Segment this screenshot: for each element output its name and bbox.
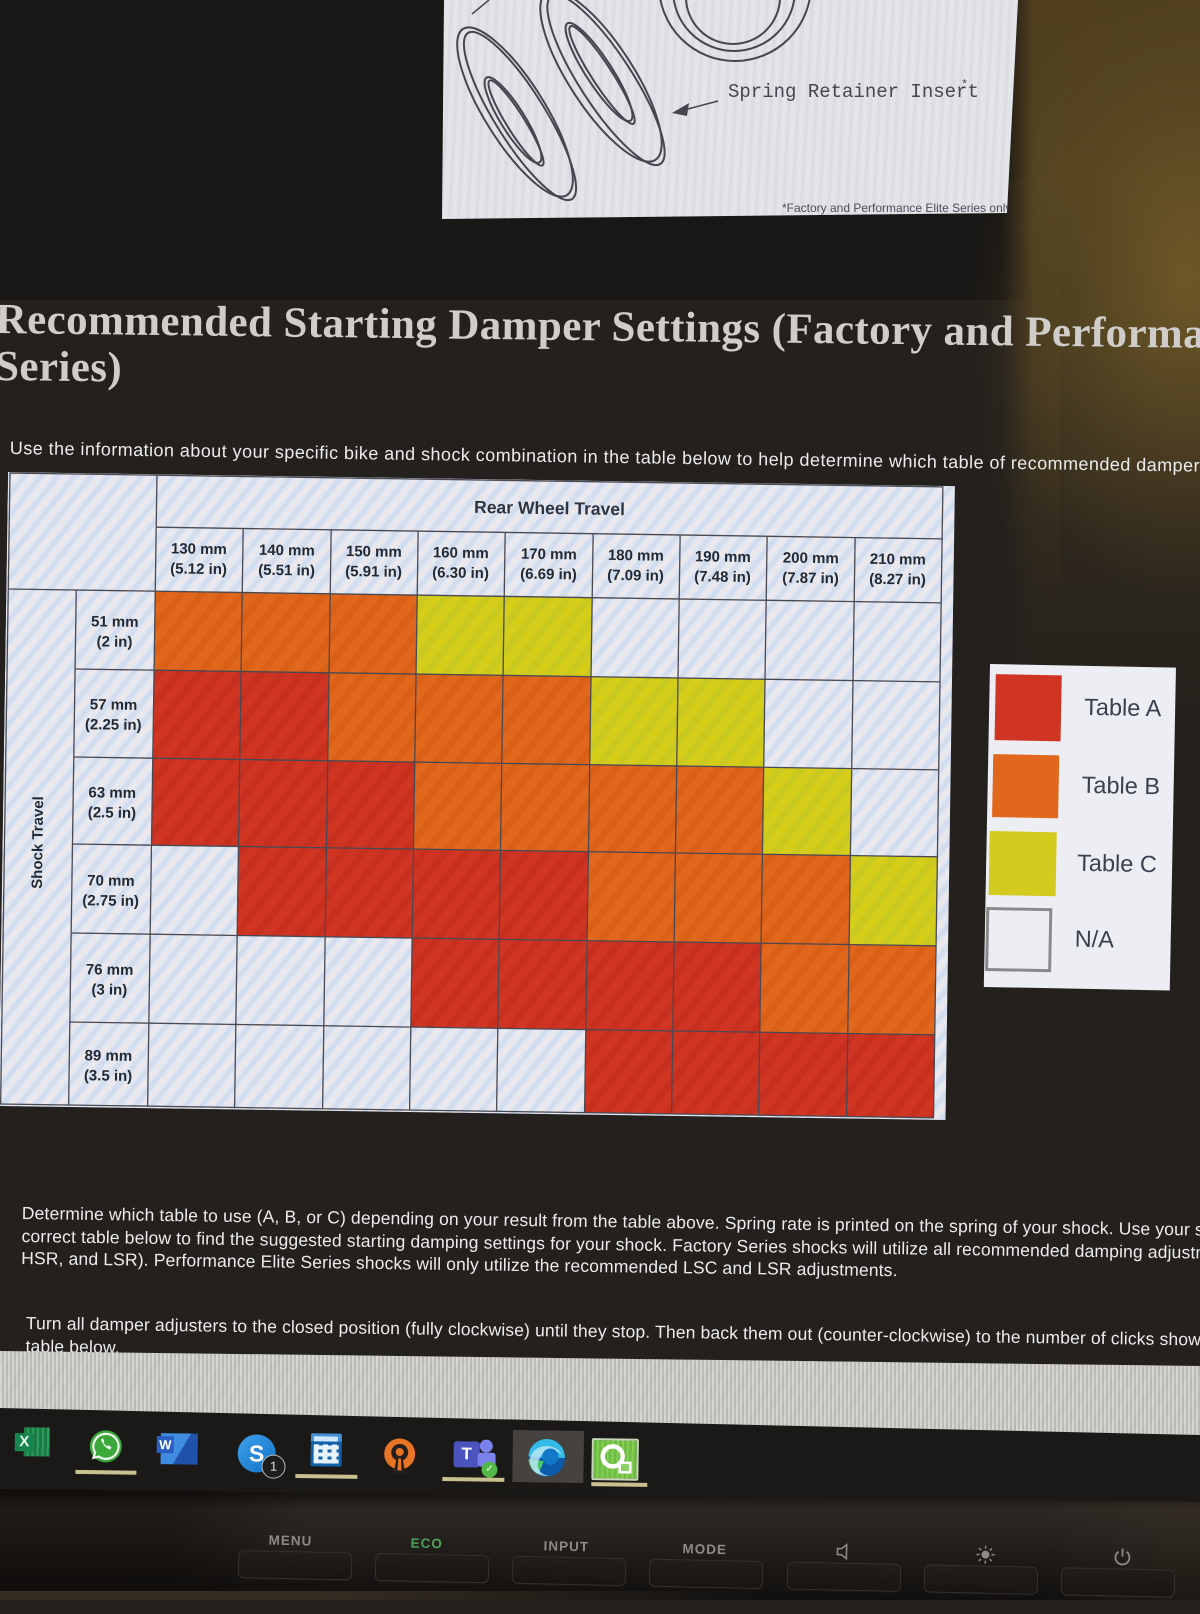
svg-text:210 mm: 210 mm xyxy=(870,551,926,569)
svg-text:(5.51 in): (5.51 in) xyxy=(258,562,315,580)
svg-text:160 mm: 160 mm xyxy=(433,544,489,562)
svg-text:(2.75 in): (2.75 in) xyxy=(82,892,139,910)
svg-text:(7.09 in): (7.09 in) xyxy=(607,567,664,585)
svg-text:(5.12 in): (5.12 in) xyxy=(170,560,227,578)
svg-text:Rear Wheel Travel: Rear Wheel Travel xyxy=(474,497,625,519)
svg-text:(7.48 in): (7.48 in) xyxy=(694,568,751,586)
svg-text:(6.69 in): (6.69 in) xyxy=(520,566,577,584)
svg-text:(2 in): (2 in) xyxy=(96,633,132,651)
svg-text:(5.91 in): (5.91 in) xyxy=(345,563,402,581)
svg-text:150 mm: 150 mm xyxy=(346,543,402,561)
svg-text:Shock Travel: Shock Travel xyxy=(29,796,47,889)
svg-text:180 mm: 180 mm xyxy=(608,547,664,565)
svg-text:(3 in): (3 in) xyxy=(91,981,127,999)
svg-text:(2.5 in): (2.5 in) xyxy=(88,804,137,822)
svg-text:76 mm: 76 mm xyxy=(86,961,134,979)
svg-text:(2.25 in): (2.25 in) xyxy=(85,716,142,734)
svg-text:(3.5 in): (3.5 in) xyxy=(84,1067,133,1085)
svg-text:130 mm: 130 mm xyxy=(171,540,227,558)
svg-text:89 mm: 89 mm xyxy=(84,1047,132,1065)
svg-text:200 mm: 200 mm xyxy=(783,550,839,568)
svg-text:(7.87 in): (7.87 in) xyxy=(782,569,839,587)
svg-text:(8.27 in): (8.27 in) xyxy=(869,571,926,589)
svg-text:*Factory and Performance Elite: *Factory and Performance Elite Series on… xyxy=(782,201,1011,215)
svg-text:*: * xyxy=(961,78,968,92)
svg-text:140 mm: 140 mm xyxy=(259,542,315,560)
svg-text:57 mm: 57 mm xyxy=(90,696,138,714)
svg-text:63 mm: 63 mm xyxy=(88,784,136,802)
svg-text:51 mm: 51 mm xyxy=(91,613,139,631)
svg-text:190 mm: 190 mm xyxy=(695,548,751,566)
svg-text:Spring Retainer Insert: Spring Retainer Insert xyxy=(728,81,979,103)
svg-text:70 mm: 70 mm xyxy=(87,872,135,890)
svg-text:170 mm: 170 mm xyxy=(521,546,577,564)
svg-text:(6.30 in): (6.30 in) xyxy=(432,564,489,582)
